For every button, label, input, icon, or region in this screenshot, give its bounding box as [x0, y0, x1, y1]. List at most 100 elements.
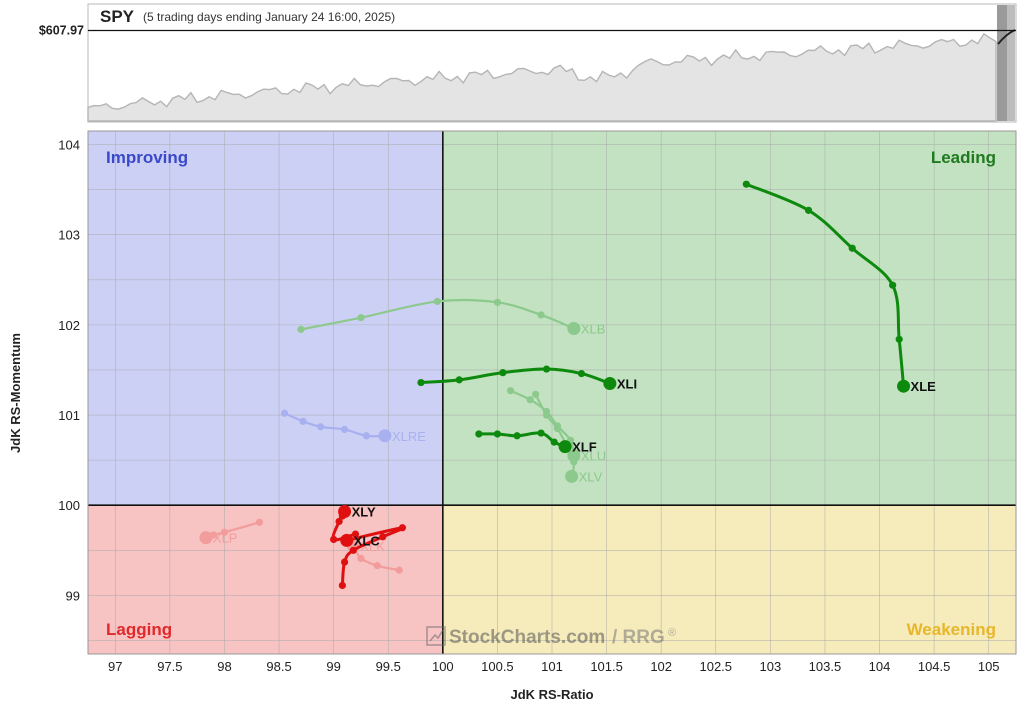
tail-point-xli: [577, 369, 586, 378]
series-label-xlc: XLC: [354, 533, 381, 548]
x-tick-label: 99: [326, 659, 340, 674]
tail-point-xle: [804, 206, 813, 214]
x-tick-label: 101: [541, 659, 563, 674]
tail-point-xlv: [532, 390, 540, 398]
quadrant-improving-bg: [88, 131, 443, 506]
tail-point-xlv: [542, 411, 551, 419]
current-period-highlight: [997, 5, 1007, 121]
tail-xlb[interactable]: XLB: [297, 297, 606, 337]
x-tick-label: 100: [432, 659, 454, 674]
tail-xlp[interactable]: XLP: [199, 518, 264, 546]
quadrant-label-weakening: Weakening: [907, 620, 996, 639]
watermark-logo-icon: [426, 626, 446, 646]
quadrant-label-lagging: Lagging: [106, 620, 172, 639]
grid-lines: [88, 131, 1016, 654]
x-tick-label: 101.5: [590, 659, 623, 674]
head-point-xly[interactable]: [338, 505, 352, 519]
head-point-xlp[interactable]: [199, 531, 213, 545]
tail-point-xlf: [513, 432, 521, 440]
tail-point-xlf: [475, 430, 483, 438]
y-tick-label: 100: [58, 498, 80, 513]
quadrant-leading-bg: [442, 131, 1017, 506]
head-point-xlv[interactable]: [565, 469, 579, 483]
tail-point-xlb: [537, 311, 545, 319]
tail-point-xlb: [357, 314, 365, 322]
x-tick-label: 98.5: [266, 659, 291, 674]
y-tick-label: 101: [58, 408, 80, 423]
series-label-xlv: XLV: [579, 469, 603, 484]
x-tick-label: 103: [760, 659, 782, 674]
watermark-brand: StockCharts.com: [449, 627, 605, 648]
tail-point-xly: [330, 535, 338, 544]
tail-point-xlb: [493, 298, 502, 306]
tail-xle[interactable]: XLE: [742, 180, 937, 395]
tail-point-xlf: [537, 429, 545, 437]
x-tick-label: 98: [217, 659, 231, 674]
tail-xlre[interactable]: XLRE: [280, 409, 426, 444]
x-tick-label: 97: [108, 659, 122, 674]
tail-point-xlk: [357, 554, 365, 563]
y-tick-label: 99: [66, 588, 80, 603]
x-tick-label: 104: [869, 659, 891, 674]
y-tick-label: 104: [58, 138, 80, 153]
series-label-xlre: XLRE: [392, 429, 426, 444]
series-label-xlu: XLU: [581, 449, 606, 464]
plot-frame: [87, 130, 1017, 655]
head-point-xlb[interactable]: [567, 321, 581, 335]
tail-point-xlre: [280, 409, 289, 417]
series-label-xle: XLE: [911, 379, 937, 394]
x-tick-label: 100.5: [481, 659, 514, 674]
tail-point-xly: [335, 517, 343, 526]
tail-xlf[interactable]: XLF: [475, 429, 597, 455]
quadrant-label-improving: Improving: [106, 148, 188, 167]
tail-point-xlp: [255, 518, 264, 526]
x-tick-label: 102: [650, 659, 672, 674]
y-tick-label: 102: [58, 318, 80, 333]
head-point-xlc[interactable]: [340, 533, 354, 547]
tail-point-xle: [895, 335, 903, 343]
tail-point-xli: [455, 376, 463, 384]
spy-mini-chart: SPY (5 trading days ending January 24 16…: [39, 3, 1017, 123]
tail-point-xlf: [493, 430, 502, 438]
x-tick-label: 102.5: [699, 659, 732, 674]
x-axis-ticks: 97 97.5 98 98.5 99 99.5 100 100.5 101 101.5 102 102…: [108, 659, 999, 674]
tail-point-xli: [499, 369, 507, 377]
tail-xli[interactable]: XLI: [417, 365, 637, 391]
tail-point-xlf: [550, 438, 558, 446]
tail-point-xli: [417, 378, 425, 387]
tail-point-xlc: [340, 558, 349, 566]
tail-point-xly: [351, 530, 360, 538]
head-point-xlre[interactable]: [378, 429, 392, 443]
spy-price-area: [87, 32, 997, 122]
x-tick-label: 104.5: [918, 659, 951, 674]
tail-point-xlc: [338, 581, 346, 590]
series-label-xly: XLY: [352, 505, 376, 520]
x-tick-label: 105: [978, 659, 1000, 674]
tail-point-xlc: [398, 524, 407, 532]
x-tick-label: 97.5: [157, 659, 182, 674]
series-label-xlb: XLB: [581, 321, 606, 336]
spy-subtitle: (5 trading days ending January 24 16:00,…: [143, 10, 395, 24]
tail-xly[interactable]: XLY: [330, 505, 376, 544]
tail-xlc[interactable]: XLC: [338, 524, 407, 590]
series-label-xlf: XLF: [572, 440, 597, 455]
tail-point-xlre: [362, 432, 370, 440]
tail-point-xlb: [433, 297, 441, 306]
tail-point-xlre: [340, 425, 349, 434]
tail-xlv[interactable]: XLV: [532, 390, 603, 485]
tail-point-xlb: [297, 325, 305, 333]
x-tick-label: 103.5: [809, 659, 842, 674]
tail-point-xlu: [526, 396, 534, 404]
head-point-xlf[interactable]: [558, 440, 572, 454]
head-point-xle[interactable]: [897, 379, 911, 393]
tail-point-xle: [848, 244, 856, 252]
y-axis-ticks: 99 100 101 102 103 104: [58, 138, 80, 604]
x-axis-label: JdK RS-Ratio: [510, 687, 593, 702]
tail-point-xlre: [299, 417, 307, 425]
x-tick-label: 99.5: [376, 659, 401, 674]
watermark-product: / RRG: [612, 627, 665, 648]
head-point-xli[interactable]: [603, 376, 617, 390]
y-tick-label: 103: [58, 228, 80, 243]
tail-point-xlu: [506, 387, 515, 395]
